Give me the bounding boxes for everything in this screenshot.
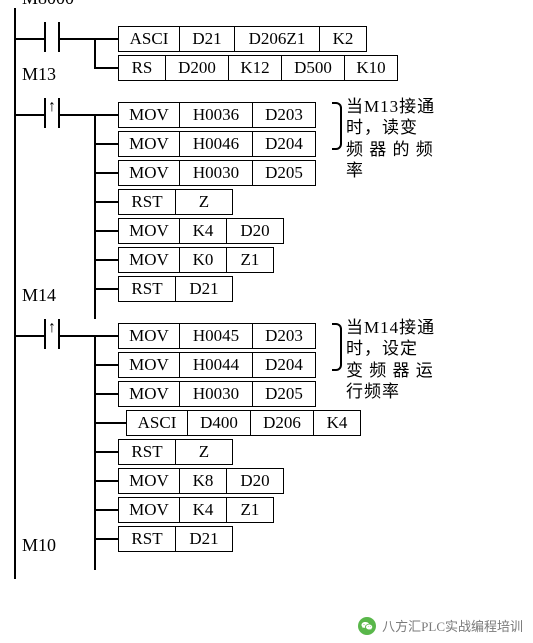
cell: D204 xyxy=(253,131,316,157)
rung-m8000: M8000 ASCI D21 D206Z1 K2 RS D200 K12 D50… xyxy=(16,8,525,82)
cell: D203 xyxy=(253,323,316,349)
row-r8: MOV K0 Z1 xyxy=(16,247,525,274)
cell: D205 xyxy=(253,160,316,186)
boxset-r1: ASCI D21 D206Z1 K2 xyxy=(118,26,367,52)
cell: MOV xyxy=(118,102,180,128)
footer-text: 八方汇PLC实战编程培训 xyxy=(382,616,523,635)
cell: D21 xyxy=(176,526,233,552)
cell: D206 xyxy=(251,410,314,436)
rung-m14: M14 当M14接通时，设定变 频 器 运行频率 ↑ MOV H0045 D20… xyxy=(16,305,525,553)
cell: RS xyxy=(118,55,166,81)
cell: Z xyxy=(176,439,233,465)
cell: MOV xyxy=(118,131,180,157)
contact-m8000 xyxy=(34,26,70,48)
cell: Z xyxy=(176,189,233,215)
wechat-icon xyxy=(358,617,376,635)
row-r5: MOV H0030 D205 xyxy=(16,160,525,187)
boxset-r2: RS D200 K12 D500 K10 xyxy=(118,55,398,81)
cell: K0 xyxy=(180,247,227,273)
cell: MOV xyxy=(118,247,180,273)
cell: RST xyxy=(118,526,176,552)
cell: K2 xyxy=(320,26,367,52)
cell: ASCI xyxy=(118,26,180,52)
row-r12: MOV H0030 D205 xyxy=(16,381,525,408)
row-r9: RST D21 xyxy=(16,276,525,303)
cell: D500 xyxy=(282,55,345,81)
cell: MOV xyxy=(118,218,180,244)
cell: K4 xyxy=(314,410,361,436)
rung-m10: M10 xyxy=(16,555,525,579)
cell: RST xyxy=(118,189,176,215)
cell: D21 xyxy=(176,276,233,302)
ladder-diagram: M8000 ASCI D21 D206Z1 K2 RS D200 K12 D50… xyxy=(14,8,525,579)
cell: H0036 xyxy=(180,102,253,128)
row-r14: RST Z xyxy=(16,439,525,466)
cell: K4 xyxy=(180,497,227,523)
cell: D205 xyxy=(253,381,316,407)
cell: K10 xyxy=(345,55,398,81)
row-r7: MOV K4 D20 xyxy=(16,218,525,245)
row-r1: ASCI D21 D206Z1 K2 xyxy=(16,26,525,53)
row-r6: RST Z xyxy=(16,189,525,216)
cell: D203 xyxy=(253,102,316,128)
cell: MOV xyxy=(118,323,180,349)
row-r17: RST D21 xyxy=(16,526,525,553)
contact-m14: ↑ xyxy=(34,323,70,345)
cell: D206Z1 xyxy=(235,26,320,52)
row-r10: ↑ MOV H0045 D203 xyxy=(16,323,525,350)
cell: H0044 xyxy=(180,352,253,378)
cell: Z1 xyxy=(227,497,274,523)
row-r13: ASCI D400 D206 K4 xyxy=(16,410,525,437)
row-r16: MOV K4 Z1 xyxy=(16,497,525,524)
cell: ASCI xyxy=(126,410,188,436)
cell: D400 xyxy=(188,410,251,436)
contact-label-m14: M14 xyxy=(22,285,56,306)
cell: RST xyxy=(118,439,176,465)
cell: D20 xyxy=(227,218,284,244)
cell: RST xyxy=(118,276,176,302)
cell: H0046 xyxy=(180,131,253,157)
cell: K12 xyxy=(229,55,282,81)
row-r11: MOV H0044 D204 xyxy=(16,352,525,379)
row-r3: ↑ MOV H0036 D203 xyxy=(16,102,525,129)
cell: MOV xyxy=(118,160,180,186)
cell: MOV xyxy=(118,381,180,407)
rising-edge-icon: ↑ xyxy=(48,99,56,115)
cell: H0030 xyxy=(180,381,253,407)
row-r2: RS D200 K12 D500 K10 xyxy=(16,55,525,82)
cell: K8 xyxy=(180,468,227,494)
cell: H0030 xyxy=(180,160,253,186)
contact-label-m8000: M8000 xyxy=(22,0,74,9)
cell: MOV xyxy=(118,497,180,523)
rising-edge-icon: ↑ xyxy=(48,320,56,336)
row-r4: MOV H0046 D204 xyxy=(16,131,525,158)
cell: D20 xyxy=(227,468,284,494)
cell: K4 xyxy=(180,218,227,244)
footer-watermark: 八方汇PLC实战编程培训 xyxy=(358,616,523,635)
cell: Z1 xyxy=(227,247,274,273)
cell: MOV xyxy=(118,468,180,494)
cell: D204 xyxy=(253,352,316,378)
cell: D21 xyxy=(180,26,235,52)
row-r15: MOV K8 D20 xyxy=(16,468,525,495)
cell: H0045 xyxy=(180,323,253,349)
contact-label-m10: M10 xyxy=(22,535,56,556)
contact-m13: ↑ xyxy=(34,102,70,124)
cell: D200 xyxy=(166,55,229,81)
rung-m13: M13 当M13接通时，读变频 器 的 频率 ↑ MOV H0036 D203 … xyxy=(16,84,525,303)
contact-label-m13: M13 xyxy=(22,64,56,85)
cell: MOV xyxy=(118,352,180,378)
